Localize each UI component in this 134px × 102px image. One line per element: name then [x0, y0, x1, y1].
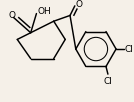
- Text: O: O: [8, 11, 15, 20]
- Text: OH: OH: [37, 7, 51, 16]
- Text: Cl: Cl: [125, 45, 134, 54]
- Text: O: O: [76, 0, 83, 9]
- Text: Cl: Cl: [103, 77, 112, 86]
